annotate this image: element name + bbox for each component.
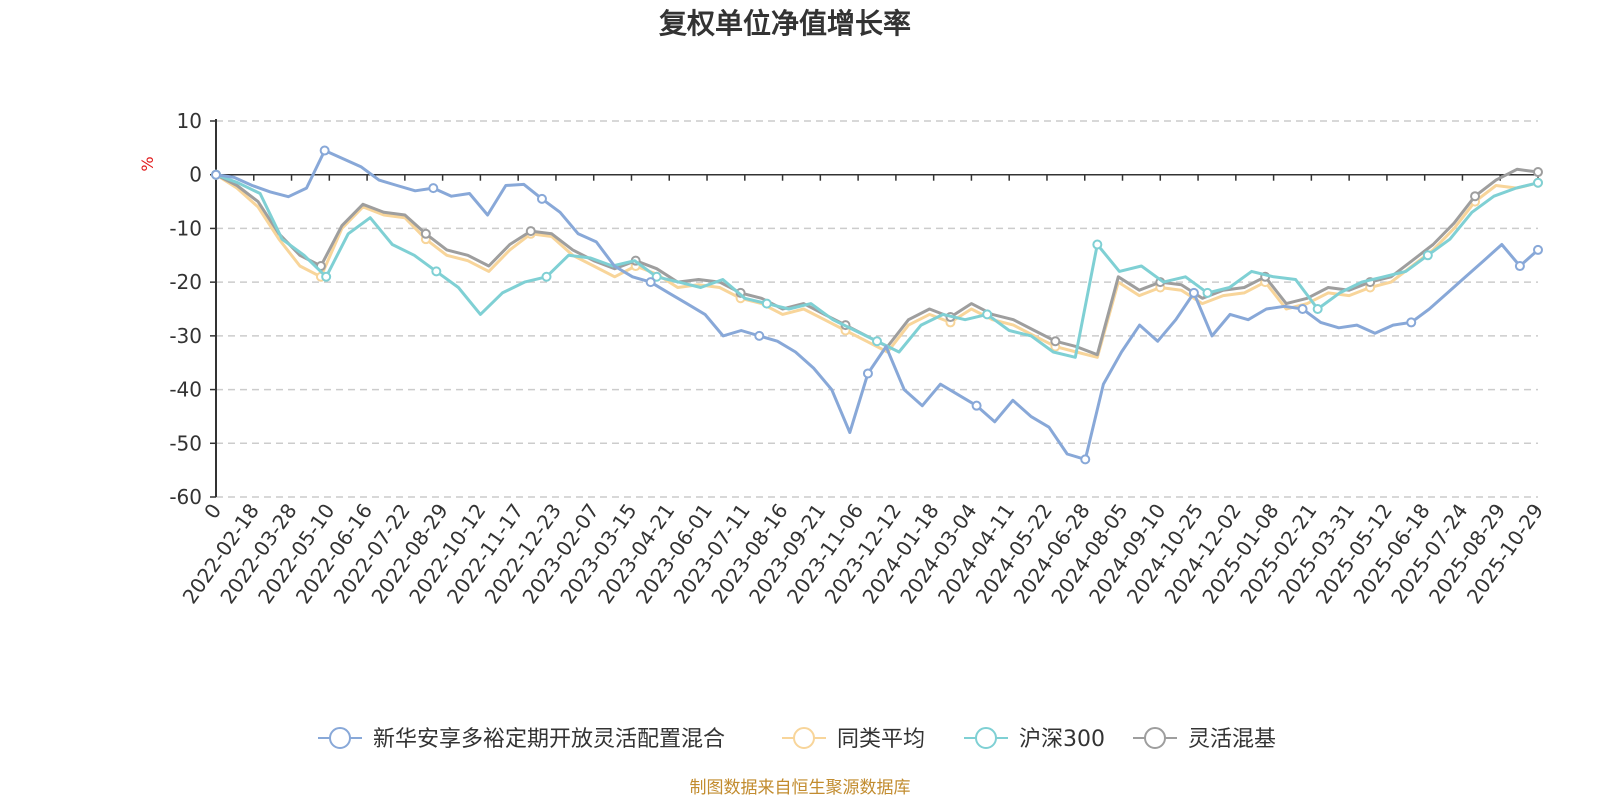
legend-item-1[interactable]: 同类平均: [782, 727, 925, 752]
y-axis-ticks: 10 0 -10 -20 -30 -40 -50 -60: [169, 109, 1538, 509]
data-point: [536, 193, 547, 204]
legend-label: 灵活混基: [1188, 727, 1276, 752]
data-point: [1422, 250, 1433, 261]
data-point: [431, 266, 442, 277]
y-tick-label: -20: [169, 270, 202, 294]
y-tick-label: 10: [177, 109, 202, 133]
legend-label: 沪深300: [1019, 727, 1105, 752]
source-note: 制图数据来自恒生聚源数据库: [690, 778, 911, 798]
legend-label: 同类平均: [837, 727, 925, 752]
data-point: [1533, 177, 1543, 188]
chart-title: 复权单位净值增长率: [659, 7, 911, 40]
legend-item-0[interactable]: 新华安享多裕定期开放灵活配置混合: [318, 727, 725, 752]
legend-marker: [975, 727, 997, 749]
data-point: [651, 271, 662, 282]
data-point: [420, 228, 431, 239]
data-point: [1406, 317, 1417, 328]
data-point: [211, 169, 221, 180]
data-point: [541, 271, 552, 282]
data-point: [321, 271, 332, 282]
data-point: [754, 330, 765, 341]
legend-item-2[interactable]: 沪深300: [964, 727, 1105, 752]
y-axis-unit: %: [138, 156, 157, 171]
series-lines: [211, 145, 1543, 465]
data-point: [862, 368, 873, 379]
legend-item-3[interactable]: 灵活混基: [1133, 727, 1276, 752]
grid-lines: [216, 120, 1538, 498]
data-point: [1533, 167, 1543, 178]
data-point: [1514, 261, 1525, 272]
data-point: [525, 226, 536, 237]
data-point: [1080, 454, 1091, 465]
data-point: [1533, 244, 1543, 255]
y-tick-label: -40: [169, 378, 202, 402]
data-point: [645, 277, 656, 288]
data-point: [761, 298, 772, 309]
legend[interactable]: 新华安享多裕定期开放灵活配置混合 同类平均 沪深300 灵活混基: [318, 727, 1276, 752]
data-point: [1470, 191, 1481, 202]
series-line-2: [215, 173, 1539, 359]
legend-marker: [329, 727, 351, 749]
data-point: [1188, 287, 1199, 298]
y-tick-label: -50: [169, 431, 202, 455]
y-tick-label: -10: [169, 216, 202, 240]
legend-marker: [793, 727, 815, 749]
series-line-0: [215, 149, 1539, 461]
data-point: [1050, 336, 1061, 347]
legend-marker: [1144, 727, 1166, 749]
data-point: [1202, 287, 1213, 298]
data-point: [872, 336, 882, 347]
data-point: [319, 145, 330, 156]
y-tick-label: 0: [189, 163, 202, 187]
data-point: [1297, 304, 1308, 314]
y-tick-label: -30: [169, 324, 202, 348]
data-point: [428, 183, 439, 194]
x-tick-label: 0: [199, 499, 226, 523]
series-line-1: [215, 173, 1539, 359]
legend-label: 新华安享多裕定期开放灵活配置混合: [373, 727, 725, 752]
y-tick-label: -60: [169, 485, 202, 509]
data-point: [1092, 239, 1103, 250]
data-point: [1312, 304, 1323, 314]
data-point: [982, 309, 993, 320]
data-point: [971, 400, 982, 411]
